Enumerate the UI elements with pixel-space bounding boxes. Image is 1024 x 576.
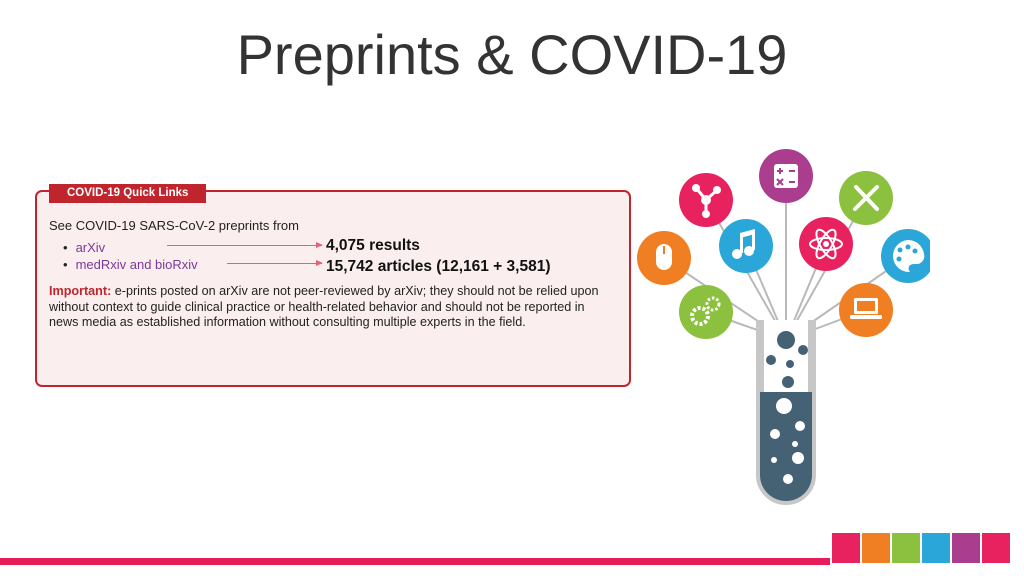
engineering-logo-icon xyxy=(862,533,890,563)
bottom-accent-bar xyxy=(0,558,830,565)
panel-intro-text: See COVID-19 SARS-CoV-2 preprints from xyxy=(49,218,299,233)
slide-title: Preprints & COVID-19 xyxy=(236,23,788,86)
test-tube-icon xyxy=(756,320,816,505)
tools-icon xyxy=(839,171,893,225)
medrxiv-link-item[interactable]: • medRxiv and bioRxiv xyxy=(63,257,198,272)
medrxiv-result-count: 15,742 articles (12,161 + 3,581) xyxy=(326,258,551,275)
arxiv-link-item[interactable]: • arXiv xyxy=(63,240,105,255)
bullet-icon: • xyxy=(63,257,68,272)
network-icon xyxy=(679,173,733,227)
laptop-icon xyxy=(839,283,893,337)
arxiv-result-count: 4,075 results xyxy=(326,237,420,254)
arxiv-arrow xyxy=(167,242,323,248)
science-illustration xyxy=(637,149,930,505)
covid-quick-links-panel: COVID-19 Quick Links See COVID-19 SARS-C… xyxy=(35,184,631,387)
math-logo-icon xyxy=(832,533,860,563)
music-icon xyxy=(719,219,773,273)
medrxiv-arrow xyxy=(227,260,323,266)
gears-logo-icon xyxy=(892,533,920,563)
arxiv-link[interactable]: arXiv xyxy=(75,240,106,255)
important-notice: Important: e-prints posted on arXiv are … xyxy=(49,284,609,331)
important-label: Important: xyxy=(49,284,112,298)
medrxiv-biorxiv-link[interactable]: medRxiv and bioRxiv xyxy=(75,257,198,272)
tools-logo-icon xyxy=(952,533,980,563)
important-text: e-prints posted on arXiv are not peer-re… xyxy=(49,284,599,329)
logo-strip xyxy=(832,533,1010,563)
calculator-icon xyxy=(759,149,813,203)
atom-logo-icon xyxy=(922,533,950,563)
bullet-icon: • xyxy=(63,240,68,255)
pi-logo-icon xyxy=(982,533,1010,563)
palette-icon xyxy=(881,229,930,283)
atom-icon xyxy=(799,217,853,271)
panel-tab-label: COVID-19 Quick Links xyxy=(49,184,207,203)
gears-icon xyxy=(679,285,733,339)
mouse-icon xyxy=(637,231,691,285)
